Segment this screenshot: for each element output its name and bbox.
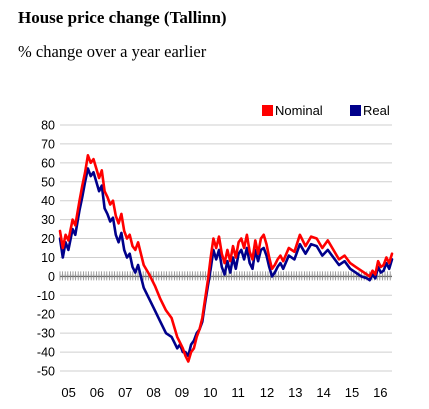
y-tick-label: 10 bbox=[41, 251, 55, 265]
y-tick-label: 60 bbox=[41, 156, 55, 170]
legend-swatch-real bbox=[350, 105, 361, 116]
y-tick-label: 70 bbox=[41, 137, 55, 151]
x-tick-label: 15 bbox=[345, 385, 359, 400]
legend-swatch-nominal bbox=[262, 105, 273, 116]
y-tick-label: -10 bbox=[37, 289, 55, 303]
y-tick-label: 50 bbox=[41, 175, 55, 189]
x-tick-label: 08 bbox=[146, 385, 160, 400]
chart-title: House price change (Tallinn) bbox=[18, 8, 227, 27]
y-tick-label: 0 bbox=[48, 270, 55, 284]
x-tick-label: 11 bbox=[231, 385, 245, 400]
x-tick-label: 13 bbox=[288, 385, 302, 400]
x-tick-label: 16 bbox=[373, 385, 387, 400]
y-tick-label: -30 bbox=[37, 327, 55, 341]
y-axis-ticks: 80 70 60 50 40 30 20 10 0 -10 -20 -30 -40 -50 bbox=[37, 119, 55, 379]
series-line-nominal bbox=[58, 154, 394, 363]
legend: Nominal Real bbox=[262, 103, 390, 118]
x-tick-label: 09 bbox=[175, 385, 189, 400]
y-tick-label: -20 bbox=[37, 308, 55, 322]
x-tick-label: 06 bbox=[90, 385, 104, 400]
x-tick-label: 10 bbox=[203, 385, 217, 400]
y-tick-label: 40 bbox=[41, 194, 55, 208]
y-tick-label: -50 bbox=[37, 365, 55, 379]
series-lines bbox=[58, 154, 394, 363]
legend-label-real: Real bbox=[363, 103, 390, 118]
x-tick-label: 12 bbox=[260, 385, 274, 400]
x-tick-label: 14 bbox=[316, 385, 330, 400]
series-line-real bbox=[58, 167, 394, 358]
legend-label-nominal: Nominal bbox=[275, 103, 323, 118]
y-tick-label: 30 bbox=[41, 213, 55, 227]
x-tick-label: 07 bbox=[118, 385, 132, 400]
x-tick-label: 05 bbox=[61, 385, 75, 400]
y-tick-label: -40 bbox=[37, 346, 55, 360]
y-tick-label: 20 bbox=[41, 232, 55, 246]
x-axis-ticks: 05 06 07 08 09 10 11 12 13 14 15 16 bbox=[61, 385, 387, 400]
chart-subtitle: % change over a year earlier bbox=[18, 42, 207, 61]
gridlines bbox=[60, 124, 392, 372]
y-tick-label: 80 bbox=[41, 119, 55, 133]
